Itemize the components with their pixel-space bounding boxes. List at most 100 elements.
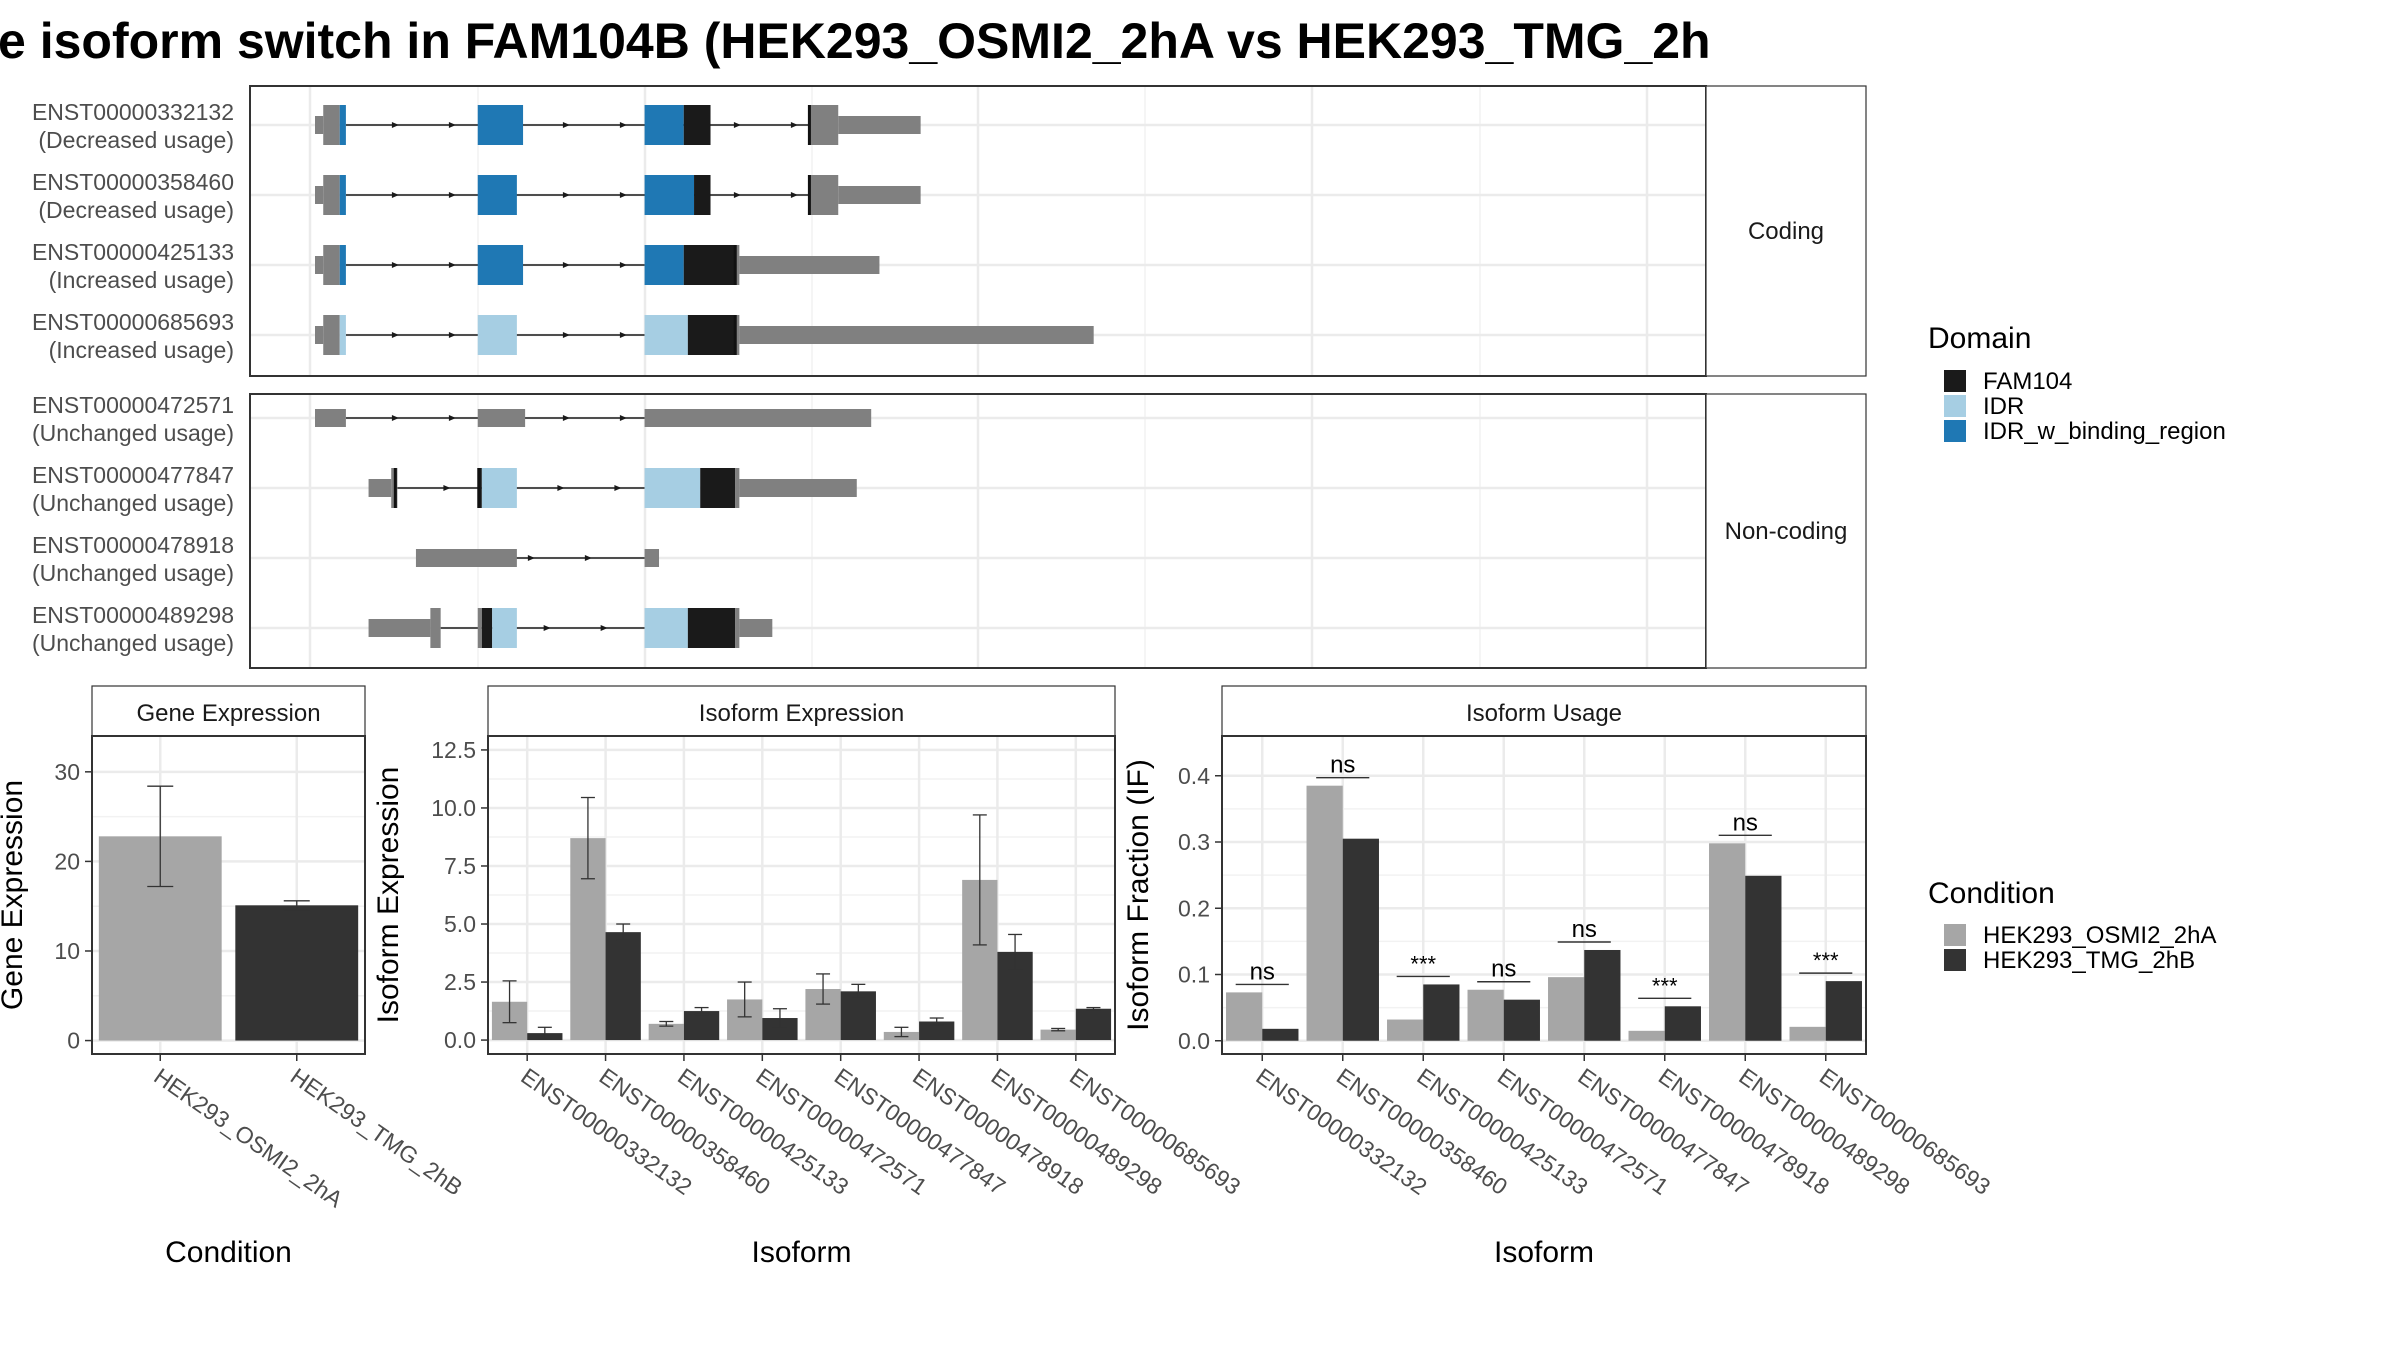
exon-block bbox=[315, 186, 324, 204]
domain-block bbox=[700, 468, 736, 508]
legend-title: Domain bbox=[1928, 322, 2031, 355]
transcript-usage-label: (Decreased usage) bbox=[38, 197, 234, 223]
intron-arrow bbox=[562, 122, 570, 128]
exon-block bbox=[477, 608, 482, 648]
bar bbox=[1789, 1026, 1826, 1041]
intron-arrow bbox=[448, 262, 456, 268]
domain-block bbox=[481, 468, 517, 508]
domain-block bbox=[683, 245, 736, 285]
legend-swatch bbox=[1944, 395, 1966, 417]
intron-arrow bbox=[391, 122, 399, 128]
bar bbox=[1503, 999, 1540, 1041]
chart-title: Isoform Expression bbox=[699, 700, 904, 727]
exon-block bbox=[735, 245, 740, 285]
bar bbox=[1342, 838, 1379, 1041]
intron-arrow bbox=[562, 415, 570, 421]
intron-arrow bbox=[527, 555, 535, 561]
exon-block bbox=[739, 479, 857, 497]
transcript-usage-label: (Increased usage) bbox=[49, 267, 234, 293]
exon-block bbox=[323, 245, 340, 285]
significance-label: *** bbox=[1652, 973, 1678, 998]
transcript-usage-label: (Decreased usage) bbox=[38, 127, 234, 153]
bar bbox=[648, 1023, 684, 1041]
exon-block bbox=[323, 105, 340, 145]
exon-block bbox=[315, 409, 346, 427]
y-axis-title: Isoform Expression bbox=[372, 767, 405, 1024]
intron-arrow bbox=[619, 122, 627, 128]
domain-block bbox=[339, 105, 346, 145]
domain-block bbox=[644, 608, 688, 648]
exon-block bbox=[368, 479, 392, 497]
charts-panel: Gene Expression0102030HEK293_OSMI2_2hAHE… bbox=[0, 685, 1995, 1269]
transcript-id-label: ENST00000472571 bbox=[32, 392, 234, 418]
domain-block bbox=[683, 105, 711, 145]
legend-swatch bbox=[1944, 370, 1966, 392]
y-tick-label: 0.3 bbox=[1178, 829, 1210, 855]
intron-arrow bbox=[790, 192, 798, 198]
exon-block bbox=[430, 608, 441, 648]
legend-label: FAM104 bbox=[1983, 368, 2072, 395]
chart-panel-border bbox=[1221, 735, 1867, 1055]
intron-arrow bbox=[562, 332, 570, 338]
bar bbox=[762, 1018, 798, 1041]
y-tick-label: 0 bbox=[67, 1028, 80, 1054]
chart-1: Isoform Expression0.02.55.07.510.012.5EN… bbox=[372, 685, 1245, 1269]
intron-arrow bbox=[619, 332, 627, 338]
exon-block bbox=[838, 186, 921, 204]
exon-block bbox=[315, 116, 324, 134]
intron-arrow bbox=[619, 415, 627, 421]
domain-block bbox=[339, 175, 346, 215]
y-axis-title: Gene Expression bbox=[0, 780, 29, 1010]
y-tick-label: 7.5 bbox=[444, 853, 476, 879]
exon-block bbox=[739, 619, 773, 637]
domain-block bbox=[477, 105, 524, 145]
transcript-id-label: ENST00000332132 bbox=[32, 99, 234, 125]
facet-strip bbox=[1705, 85, 1867, 377]
bar bbox=[683, 1011, 720, 1041]
intron-arrow bbox=[557, 485, 565, 491]
intron-arrow bbox=[448, 192, 456, 198]
x-axis-title: Isoform bbox=[751, 1236, 851, 1269]
domain-block bbox=[644, 175, 695, 215]
domain-block bbox=[477, 315, 517, 355]
domain-block bbox=[644, 315, 688, 355]
significance-label: ns bbox=[1733, 809, 1758, 836]
figure-title: e isoform switch in FAM104B (HEK293_OSMI… bbox=[0, 13, 1711, 69]
bar bbox=[1664, 1006, 1701, 1041]
y-tick-label: 0.2 bbox=[1178, 895, 1210, 921]
facet-strip bbox=[1705, 393, 1867, 669]
intron-arrow bbox=[391, 262, 399, 268]
intron-arrow bbox=[448, 122, 456, 128]
exon-block bbox=[368, 619, 431, 637]
exon-block bbox=[323, 315, 340, 355]
exon-block bbox=[477, 549, 517, 567]
bar bbox=[919, 1021, 955, 1041]
chart-title: Gene Expression bbox=[136, 700, 320, 727]
transcript-id-label: ENST00000685693 bbox=[32, 309, 234, 335]
intron-arrow bbox=[790, 122, 798, 128]
significance-label: ns bbox=[1491, 956, 1516, 983]
exon-block bbox=[809, 175, 839, 215]
bar bbox=[1628, 1030, 1665, 1041]
bar bbox=[1075, 1008, 1112, 1041]
y-tick-label: 20 bbox=[54, 848, 80, 874]
y-tick-label: 5.0 bbox=[444, 911, 476, 937]
intron-arrow bbox=[448, 332, 456, 338]
bar bbox=[1548, 977, 1585, 1041]
domain-block bbox=[644, 245, 684, 285]
exon-block bbox=[415, 549, 482, 567]
intron-arrow bbox=[562, 262, 570, 268]
bar bbox=[1709, 843, 1746, 1041]
legend-swatch bbox=[1944, 924, 1966, 946]
transcript-id-label: ENST00000477847 bbox=[32, 462, 234, 488]
transcript-id-label: ENST00000478918 bbox=[32, 532, 234, 558]
domain-block bbox=[694, 175, 711, 215]
significance-label: *** bbox=[1410, 951, 1436, 976]
legend-label: IDR_w_binding_region bbox=[1983, 418, 2226, 445]
exon-block bbox=[739, 256, 880, 274]
domain-block bbox=[687, 315, 736, 355]
transcript-usage-label: (Unchanged usage) bbox=[32, 490, 234, 516]
legend-title: Condition bbox=[1928, 877, 2055, 910]
